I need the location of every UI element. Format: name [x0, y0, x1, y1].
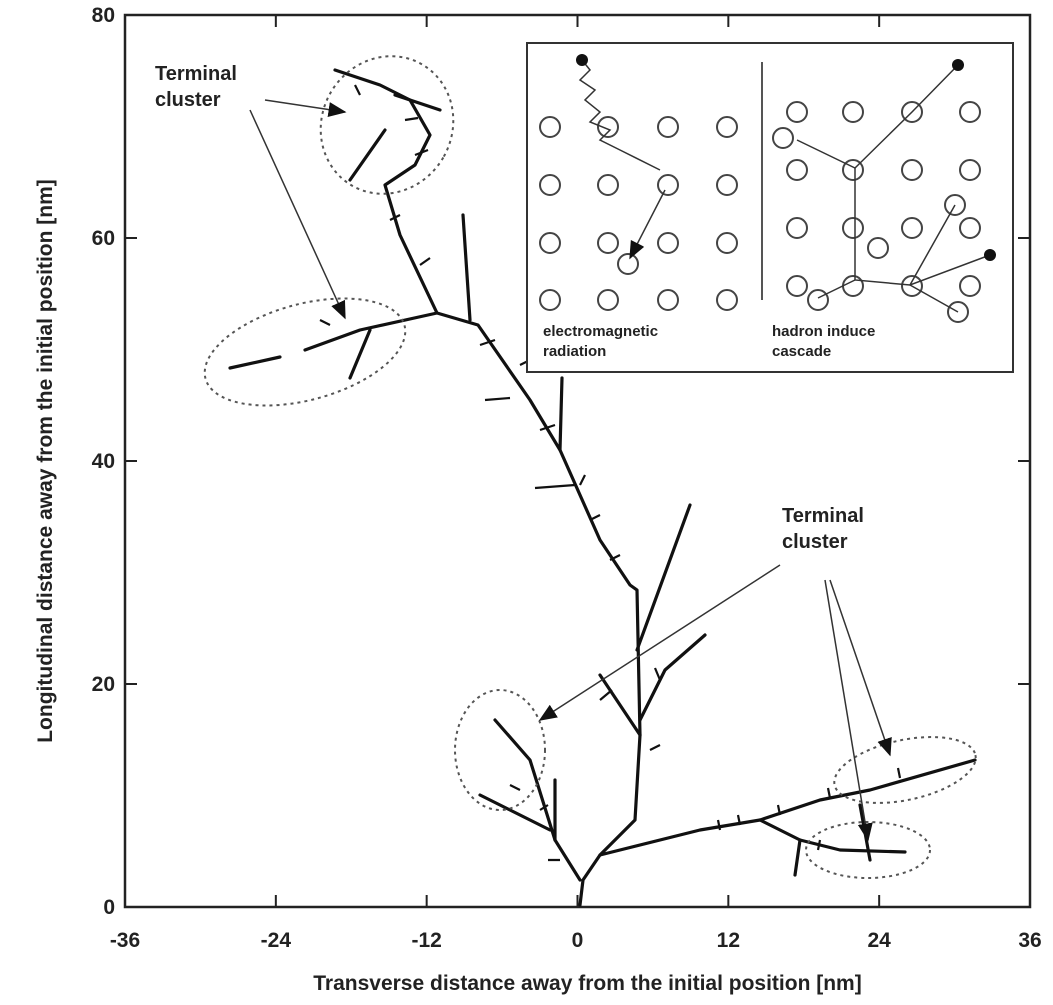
atom: [867, 237, 889, 259]
atom: [657, 174, 679, 196]
annotation: cluster: [155, 89, 221, 111]
atom: [901, 159, 923, 181]
x-tick-label: 12: [717, 929, 740, 952]
atom: [539, 232, 561, 254]
atom: [539, 116, 561, 138]
atom: [657, 232, 679, 254]
atom: [959, 275, 981, 297]
annotation: Terminal: [782, 505, 864, 527]
inset-label: hadron induce: [772, 323, 875, 340]
x-tick-label: -36: [110, 929, 140, 952]
inset-label: cascade: [772, 343, 831, 360]
atom: [842, 275, 864, 297]
atom: [786, 275, 808, 297]
atom: [716, 116, 738, 138]
inset: [526, 42, 1014, 373]
atom: [539, 289, 561, 311]
atom: [597, 289, 619, 311]
atom: [716, 174, 738, 196]
atom: [842, 217, 864, 239]
atom: [959, 101, 981, 123]
atom: [657, 116, 679, 138]
y-tick-label: 60: [92, 227, 115, 250]
atom: [617, 253, 639, 275]
atom: [807, 289, 829, 311]
y-tick-label: 80: [92, 4, 115, 27]
atom: [597, 232, 619, 254]
y-tick-label: 20: [92, 673, 115, 696]
atom: [716, 289, 738, 311]
atom: [597, 116, 619, 138]
y-tick-label: 40: [92, 450, 115, 473]
annotation-arrows: [249, 99, 892, 842]
x-tick-label: -24: [261, 929, 292, 952]
atom: [901, 217, 923, 239]
atom: [959, 159, 981, 181]
annotation: cluster: [782, 531, 848, 553]
x-tick-label: -12: [411, 929, 441, 952]
cluster-outlines: [203, 55, 977, 879]
annotation: Terminal: [155, 63, 237, 85]
atom: [716, 232, 738, 254]
atom: [786, 101, 808, 123]
x-tick-label: 24: [867, 929, 891, 952]
track-tree: [228, 68, 977, 907]
atom: [786, 217, 808, 239]
atom: [959, 217, 981, 239]
atom: [657, 289, 679, 311]
x-tick-label: 36: [1018, 929, 1041, 952]
atom: [842, 101, 864, 123]
x-axis-label: Transverse distance away from the initia…: [313, 972, 861, 995]
atom: [772, 127, 794, 149]
atom: [786, 159, 808, 181]
y-tick-label: 0: [103, 896, 115, 919]
atom: [539, 174, 561, 196]
inset-label: electromagnetic: [543, 323, 658, 340]
inset-label: radiation: [543, 343, 606, 360]
x-tick-label: 0: [572, 929, 584, 952]
atom: [597, 174, 619, 196]
y-axis-label: Longitudinal distance away from the init…: [34, 179, 57, 743]
